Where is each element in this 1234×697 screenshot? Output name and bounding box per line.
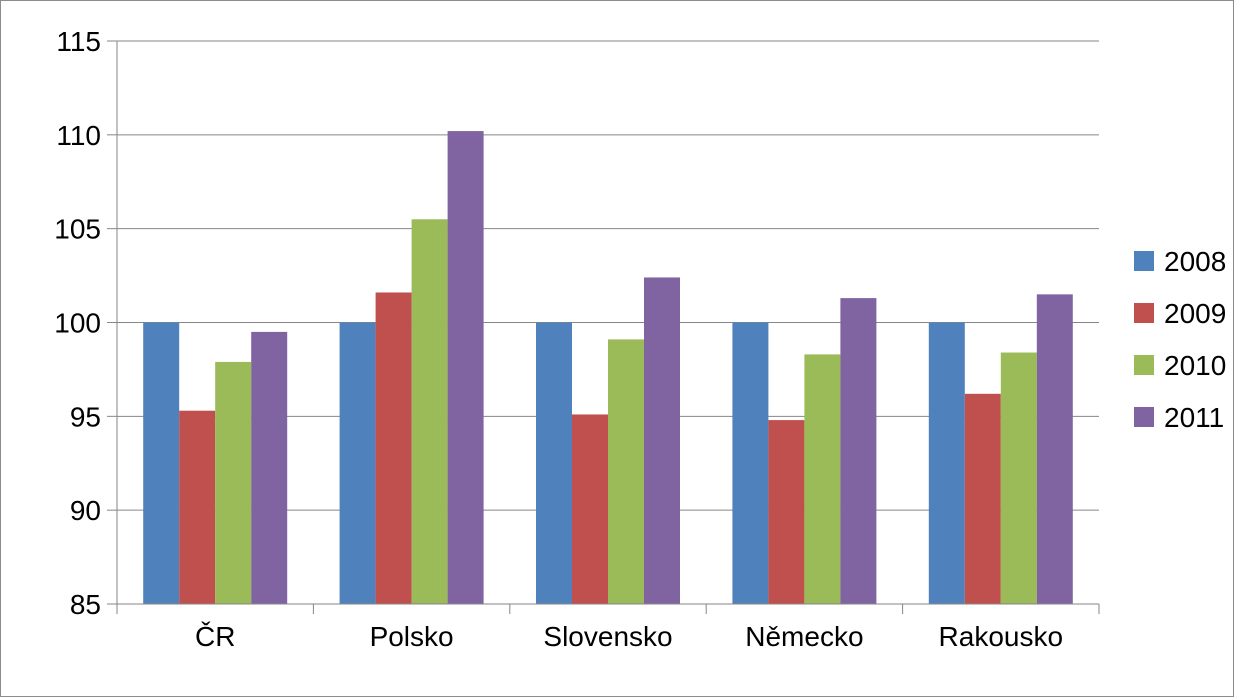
bar-2010 <box>215 361 252 604</box>
bar-2009 <box>768 420 805 604</box>
bar-2011 <box>1036 294 1073 604</box>
y-tick-label: 95 <box>70 401 101 432</box>
bar-2010 <box>608 339 644 604</box>
bars <box>143 131 1073 605</box>
bar-2011 <box>251 331 288 604</box>
legend-swatch-2011 <box>1134 407 1154 427</box>
x-tick-label: Rakousko <box>939 621 1064 652</box>
y-tick-label: 110 <box>56 120 101 151</box>
bar-2011 <box>447 131 484 604</box>
legend-label-2010: 2010 <box>1164 350 1226 381</box>
legend-swatch-2008 <box>1134 251 1154 271</box>
y-tick-labels: 85 90 95 100 105 110 115 <box>54 26 101 620</box>
legend-label-2008: 2008 <box>1164 246 1226 277</box>
x-tick-label: Německo <box>745 621 863 652</box>
legend-swatch-2009 <box>1134 303 1154 323</box>
y-tick-label: 105 <box>54 214 101 245</box>
legend: 2008 2009 2010 2011 <box>1134 246 1226 433</box>
axes <box>107 40 1100 614</box>
bar-2008 <box>339 322 376 604</box>
legend-label-2011: 2011 <box>1164 402 1224 433</box>
y-tick-label: 90 <box>70 495 101 526</box>
bar-2009 <box>572 414 608 604</box>
bar-2010 <box>1000 352 1037 604</box>
legend-label-2009: 2009 <box>1164 298 1226 329</box>
bar-2008 <box>732 322 769 604</box>
bar-2010 <box>411 219 448 605</box>
y-tick-label: 85 <box>70 589 101 620</box>
bar-2008 <box>143 322 180 604</box>
bar-2011 <box>644 277 680 604</box>
bar-2008 <box>536 322 572 604</box>
bar-2011 <box>840 298 877 604</box>
x-tick-label: Slovensko <box>543 621 672 652</box>
y-tick-label: 100 <box>54 308 101 339</box>
bar-2010 <box>804 354 841 604</box>
bar-2009 <box>375 292 412 604</box>
bar-2009 <box>179 410 216 604</box>
x-tick-label: Polsko <box>370 621 454 652</box>
legend-swatch-2010 <box>1134 355 1154 375</box>
bar-2008 <box>928 322 965 604</box>
x-tick-labels: ČR Polsko Slovensko Německo Rakousko <box>195 621 1063 652</box>
x-tick-label: ČR <box>195 621 235 652</box>
y-tick-label: 115 <box>56 26 101 57</box>
bar-2009 <box>964 393 1001 604</box>
